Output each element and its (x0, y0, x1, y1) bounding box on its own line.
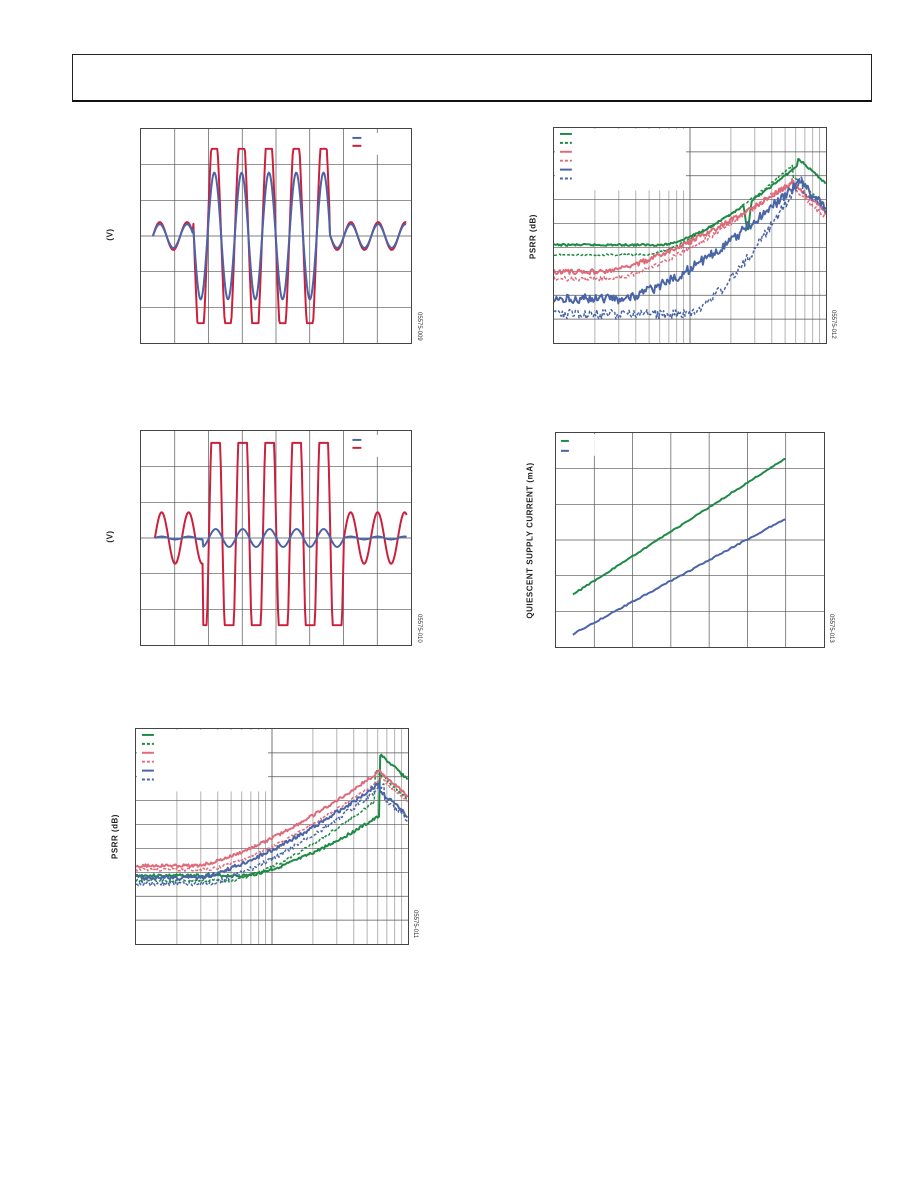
chart-3-series-pink-solid (136, 769, 408, 869)
chart-4-ylabel: PSRR (dB) (528, 214, 538, 259)
chart-2-plot (140, 430, 412, 646)
chart-4-series-blue-dashed (554, 175, 826, 320)
chart-1-series-blue-line (151, 171, 407, 301)
chart-5-figure-id: 05575-013 (828, 614, 834, 643)
chart-5-ylabel: QUIESCENT SUPPLY CURRENT (mA) (525, 462, 535, 619)
chart-5-series-blue-line (572, 518, 786, 636)
chart-4-series-pink-dashed (554, 177, 826, 282)
chart-1-figure-id: 05575-009 (416, 312, 422, 341)
chart-4-figure-id: 05575-012 (830, 310, 836, 339)
chart-5-legend-box (556, 433, 595, 456)
chart-3-plot (135, 728, 409, 945)
chart-2-ylabel: (V) (105, 530, 115, 543)
chart-1-plot (140, 128, 412, 344)
chart-3-legend-box (136, 729, 269, 792)
chart-2-series-red-line (153, 441, 408, 627)
chart-3-figure-id: 05575-011 (412, 910, 418, 939)
chart-5-series-green-line (572, 457, 786, 596)
chart-3-ylabel: PSRR (dB) (110, 814, 120, 859)
chart-5-plot (555, 432, 825, 648)
chart-4-series-green-dashed (554, 164, 826, 257)
chart-1-legend-box (344, 132, 407, 155)
chart-3-series-pink-dashed (136, 776, 408, 872)
chart-4-series-blue-solid (554, 178, 826, 305)
chart-1-series-red-line (151, 147, 407, 325)
chart-4-legend-box (554, 128, 687, 191)
chart-4-series-green-solid (554, 157, 826, 247)
chart-1-ylabel: (V) (105, 228, 115, 241)
chart-4-plot (553, 127, 827, 344)
page-header-box (72, 54, 872, 102)
chart-2-figure-id: 05575-010 (416, 614, 422, 643)
chart-4-series-pink-solid (554, 179, 826, 276)
chart-3-series-green-solid (136, 753, 408, 879)
chart-2-legend-box (344, 434, 407, 457)
chart-3-series-blue-solid (136, 781, 408, 881)
chart-2-series-blue-line (154, 528, 407, 548)
